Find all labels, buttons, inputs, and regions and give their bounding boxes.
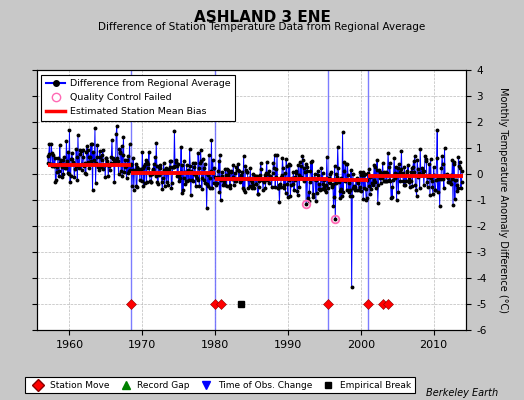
Y-axis label: Monthly Temperature Anomaly Difference (°C): Monthly Temperature Anomaly Difference (… — [498, 87, 508, 313]
Text: Difference of Station Temperature Data from Regional Average: Difference of Station Temperature Data f… — [99, 22, 425, 32]
Text: ASHLAND 3 ENE: ASHLAND 3 ENE — [193, 10, 331, 25]
Legend: Difference from Regional Average, Quality Control Failed, Estimated Station Mean: Difference from Regional Average, Qualit… — [41, 75, 235, 121]
Text: Berkeley Earth: Berkeley Earth — [425, 388, 498, 398]
Legend: Station Move, Record Gap, Time of Obs. Change, Empirical Break: Station Move, Record Gap, Time of Obs. C… — [26, 377, 415, 394]
